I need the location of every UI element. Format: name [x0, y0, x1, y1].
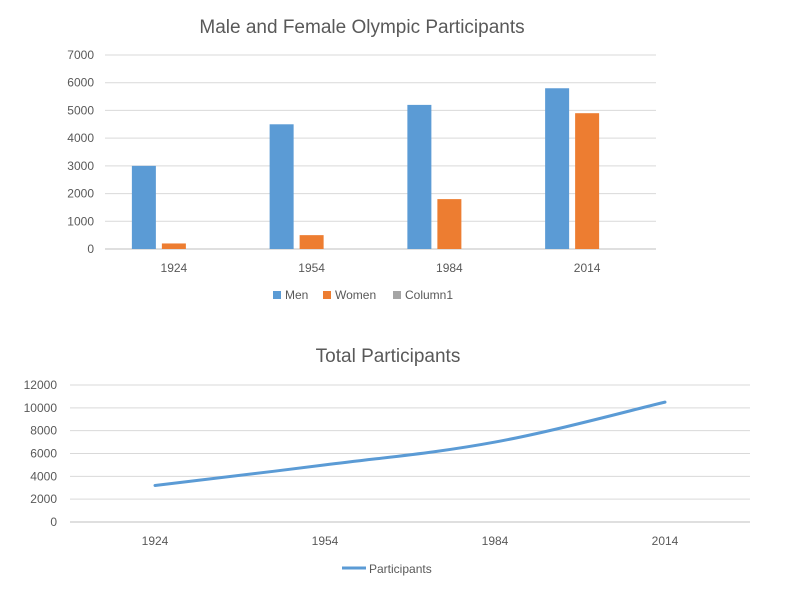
bar-chart-y-ticks: 0 1000 2000 3000 4000 5000 6000 7000 [67, 48, 94, 256]
legend-item-column1: Column1 [393, 288, 453, 302]
bar-chart-legend: Men Women Column1 [273, 288, 453, 302]
y-tick-label: 4000 [30, 469, 57, 483]
legend-swatch-women [323, 291, 331, 299]
y-tick-label: 6000 [67, 76, 94, 90]
y-tick-label: 6000 [30, 447, 57, 461]
y-tick-label: 7000 [67, 48, 94, 62]
line-chart-series [153, 400, 667, 487]
legend-item-men: Men [273, 288, 308, 302]
bar-chart-x-ticks: 1924 1954 1984 2014 [161, 261, 601, 275]
y-tick-label: 10000 [24, 401, 58, 415]
line-chart-y-ticks: 0 2000 4000 6000 8000 10000 12000 [24, 378, 58, 529]
bar-chart-title: Male and Female Olympic Participants [199, 17, 524, 38]
y-tick-label: 12000 [24, 378, 58, 392]
bar-chart-gridlines [105, 54, 656, 250]
legend-item-women: Women [323, 288, 376, 302]
bar-women-1924 [161, 243, 186, 249]
y-tick-label: 8000 [30, 424, 57, 438]
x-tick-label: 2014 [652, 534, 679, 548]
legend-label-participants: Participants [369, 562, 432, 576]
y-tick-label: 2000 [67, 187, 94, 201]
y-tick-label: 0 [50, 515, 57, 529]
x-tick-label: 1984 [436, 261, 463, 275]
y-tick-label: 2000 [30, 492, 57, 506]
line-chart-legend: Participants [342, 562, 432, 576]
y-tick-label: 5000 [67, 103, 94, 117]
x-tick-label: 1954 [312, 534, 339, 548]
bar-chart-bars [131, 88, 600, 249]
legend-label-men: Men [285, 288, 308, 302]
x-tick-label: 1954 [298, 261, 325, 275]
x-tick-label: 2014 [574, 261, 601, 275]
legend-swatch-men [273, 291, 281, 299]
x-tick-label: 1984 [482, 534, 509, 548]
bar-men-2014 [545, 88, 570, 249]
y-tick-label: 0 [87, 242, 94, 256]
line-chart: Total Participants 0 2000 4000 6000 8000 1000… [24, 346, 750, 576]
bar-women-1984 [437, 199, 462, 249]
legend-label-women: Women [335, 288, 376, 302]
bar-women-2014 [575, 113, 600, 249]
bar-men-1954 [269, 124, 294, 249]
bar-men-1924 [131, 165, 156, 249]
bar-chart: Male and Female Olympic Participants 0 10… [67, 17, 656, 302]
line-chart-x-ticks: 1924 1954 1984 2014 [142, 534, 679, 548]
participants-line [153, 400, 667, 487]
line-chart-title: Total Participants [316, 346, 461, 367]
x-tick-label: 1924 [161, 261, 188, 275]
legend-label-column1: Column1 [405, 288, 453, 302]
bar-women-1954 [299, 235, 324, 249]
bar-men-1984 [407, 104, 432, 249]
legend-swatch-column1 [393, 291, 401, 299]
y-tick-label: 4000 [67, 131, 94, 145]
y-tick-label: 1000 [67, 214, 94, 228]
x-tick-label: 1924 [142, 534, 169, 548]
y-tick-label: 3000 [67, 159, 94, 173]
